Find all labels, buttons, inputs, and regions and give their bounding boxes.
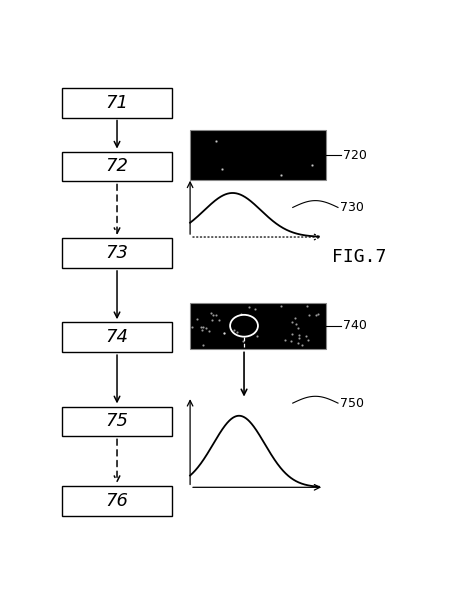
Text: 730: 730 — [340, 201, 364, 214]
Text: FIG.7: FIG.7 — [332, 248, 386, 267]
Text: 740: 740 — [343, 319, 367, 332]
Bar — [190, 130, 326, 180]
Bar — [62, 238, 172, 268]
Bar — [62, 152, 172, 181]
Text: 72: 72 — [106, 157, 128, 176]
Bar — [62, 486, 172, 516]
Text: 74: 74 — [106, 328, 128, 346]
Text: 720: 720 — [343, 148, 367, 161]
Bar — [62, 88, 172, 118]
Text: 750: 750 — [340, 397, 364, 410]
Text: 71: 71 — [106, 94, 128, 112]
Bar — [62, 407, 172, 436]
Bar — [62, 322, 172, 352]
Text: 73: 73 — [106, 244, 128, 262]
Text: 76: 76 — [106, 492, 128, 510]
Bar — [190, 303, 326, 349]
Text: 75: 75 — [106, 413, 128, 430]
